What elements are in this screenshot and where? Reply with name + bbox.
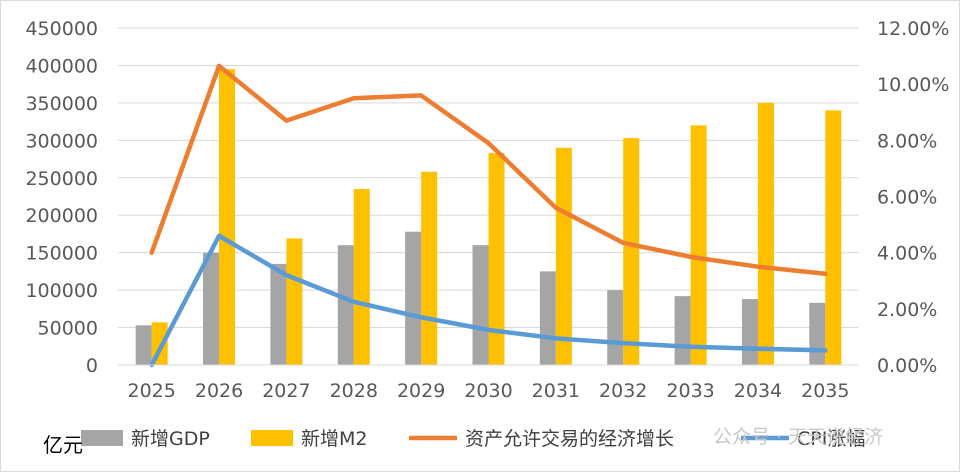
right-tick-label: 6.00% xyxy=(877,187,937,209)
x-tick-label: 2035 xyxy=(801,380,849,402)
bar-gdp xyxy=(674,296,691,365)
left-tick-label: 250000 xyxy=(25,168,98,190)
watermark-text: 公众号 · 天天说经济 xyxy=(713,426,883,448)
legend: 新增GDP 新增M2 资产允许交易的经济增长 CPI涨幅 xyxy=(81,428,865,450)
left-tick-label: 450000 xyxy=(25,18,98,40)
right-tick-label: 4.00% xyxy=(877,243,937,265)
legend-swatch xyxy=(81,430,123,446)
bar-gdp xyxy=(405,231,422,365)
x-tick-label: 2025 xyxy=(128,380,176,402)
x-tick-label: 2027 xyxy=(262,380,310,402)
left-tick-label: 350000 xyxy=(25,93,98,115)
legend-swatch xyxy=(251,430,293,446)
legend-gdp: 新增GDP xyxy=(81,428,210,450)
bar-m2 xyxy=(488,153,505,365)
x-tick-label: 2030 xyxy=(464,380,512,402)
line-growth xyxy=(149,63,828,276)
x-tick-label: 2026 xyxy=(195,380,243,402)
legend-label: 资产允许交易的经济增长 xyxy=(465,428,674,450)
right-tick-label: 10.00% xyxy=(877,74,949,96)
x-tick-label: 2029 xyxy=(397,380,445,402)
bar-gdp xyxy=(270,263,287,365)
x-axis: 2025 2026 2027 2028 2029 2030 2031 2032 2033 2034… xyxy=(118,364,859,402)
right-tick-label: 2.00% xyxy=(877,299,937,321)
left-y-axis: 0 50000 100000 150000 200000 250000 300000 3500… xyxy=(25,18,98,377)
left-tick-label: 0 xyxy=(86,355,98,377)
bar-gdp xyxy=(135,325,152,365)
bar-m2 xyxy=(825,110,842,365)
x-tick-label: 2034 xyxy=(734,380,782,402)
x-tick-label: 2033 xyxy=(666,380,714,402)
right-y-axis: 0.00% 2.00% 4.00% 6.00% 8.00% 10.00% 12.00% xyxy=(877,18,949,377)
lines xyxy=(149,63,828,368)
right-tick-label: 12.00% xyxy=(877,18,949,40)
legend-cpi: CPI涨幅 xyxy=(741,428,865,450)
left-tick-label: 300000 xyxy=(25,130,98,152)
bar-m2 xyxy=(757,102,774,365)
bar-gdp xyxy=(203,252,220,365)
legend-label: CPI涨幅 xyxy=(797,428,865,450)
bar-gdp xyxy=(337,245,354,365)
legend-m2: 新增M2 xyxy=(251,428,367,450)
x-tick-label: 2032 xyxy=(599,380,647,402)
bar-gdp xyxy=(539,271,556,365)
bar-m2 xyxy=(421,171,438,365)
right-tick-label: 0.00% xyxy=(877,355,937,377)
bar-m2 xyxy=(555,147,572,365)
left-tick-label: 100000 xyxy=(25,280,98,302)
y-unit-label: 亿元 xyxy=(43,433,83,457)
bar-gdp xyxy=(607,290,624,365)
left-tick-label: 200000 xyxy=(25,205,98,227)
line-cpi xyxy=(149,233,828,368)
bar-gdp xyxy=(809,302,826,365)
left-tick-label: 400000 xyxy=(25,55,98,77)
bars xyxy=(135,69,842,365)
bar-m2 xyxy=(353,189,370,365)
legend-growth: 资产允许交易的经济增长 xyxy=(409,428,674,450)
legend-label: 新增GDP xyxy=(131,428,210,450)
x-tick-label: 2028 xyxy=(330,380,378,402)
bar-m2 xyxy=(623,138,640,365)
x-tick-label: 2031 xyxy=(532,380,580,402)
left-tick-label: 150000 xyxy=(25,243,98,265)
right-tick-label: 8.00% xyxy=(877,130,937,152)
legend-label: 新增M2 xyxy=(301,428,367,450)
bar-m2 xyxy=(219,69,236,365)
bar-m2 xyxy=(286,238,303,365)
bar-gdp xyxy=(472,245,489,365)
left-tick-label: 50000 xyxy=(38,318,98,340)
bar-gdp xyxy=(741,299,758,365)
bar-m2 xyxy=(690,125,707,365)
